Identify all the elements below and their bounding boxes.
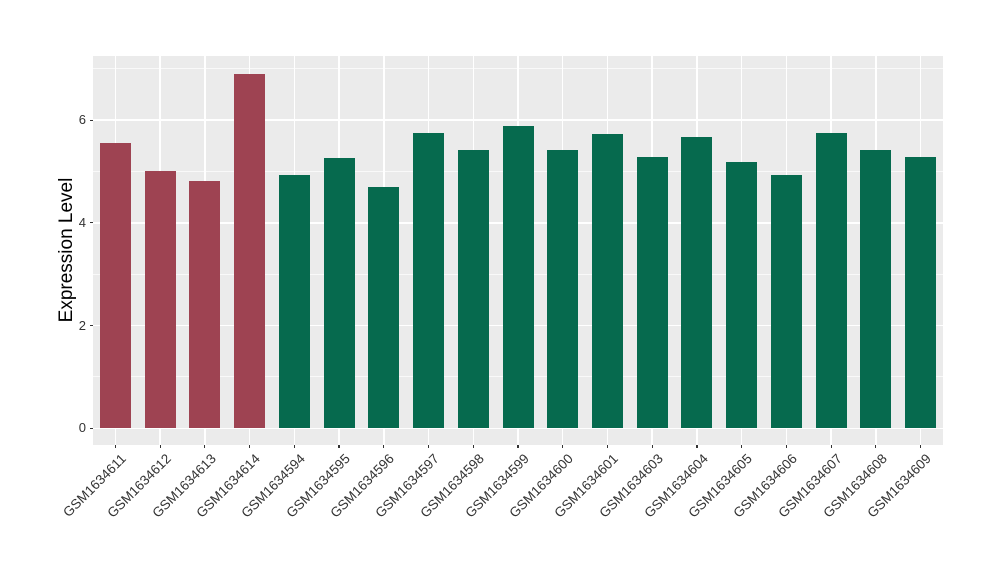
x-tick-mark-GSM1634608	[875, 445, 877, 448]
bar-GSM1634605	[726, 162, 758, 429]
bar-GSM1634597	[413, 132, 445, 429]
bar-GSM1634598	[457, 150, 489, 429]
x-tick-mark-GSM1634611	[114, 445, 116, 448]
x-tick-mark-GSM1634597	[427, 445, 430, 448]
minor-gridline-y7	[93, 68, 943, 70]
major-gridline-y0	[93, 427, 943, 430]
bar-GSM1634614	[234, 74, 266, 429]
bar-GSM1634603	[636, 157, 668, 429]
bar-GSM1634596	[368, 186, 400, 429]
x-tick-mark-GSM1634605	[741, 445, 743, 448]
bar-GSM1634599	[502, 125, 534, 429]
plot-panel	[93, 56, 943, 445]
x-tick-mark-GSM1634601	[606, 445, 609, 448]
bar-GSM1634604	[681, 137, 713, 429]
bar-GSM1634612	[144, 171, 176, 429]
y-tick-mark-0	[90, 427, 93, 429]
x-tick-mark-GSM1634606	[785, 445, 787, 448]
x-tick-mark-GSM1634599	[517, 445, 519, 448]
major-gridline-y6	[93, 119, 943, 121]
y-tick-label-0: 0	[78, 420, 86, 436]
bar-GSM1634594	[278, 175, 310, 429]
y-axis-title: Expression Level	[56, 177, 77, 323]
bar-GSM1634601	[591, 133, 623, 429]
bar-GSM1634608	[860, 150, 892, 429]
y-tick-mark-6	[90, 119, 93, 121]
x-tick-mark-GSM1634603	[651, 445, 653, 448]
y-tick-mark-2	[90, 325, 93, 327]
y-tick-label-2: 2	[78, 317, 86, 333]
bar-GSM1634606	[770, 175, 802, 429]
y-tick-mark-4	[90, 222, 93, 224]
x-tick-mark-GSM1634598	[472, 445, 474, 448]
bar-GSM1634611	[99, 143, 131, 429]
x-tick-mark-GSM1634595	[338, 445, 340, 448]
bar-GSM1634607	[815, 132, 847, 429]
x-tick-mark-GSM1634600	[562, 445, 564, 448]
bar-GSM1634609	[905, 157, 937, 429]
bar-GSM1634600	[547, 150, 579, 429]
x-tick-mark-GSM1634612	[159, 445, 161, 448]
bar-GSM1634595	[323, 157, 355, 429]
x-tick-mark-GSM1634609	[920, 445, 922, 448]
y-tick-label-4: 4	[78, 214, 86, 230]
y-tick-label-6: 6	[78, 112, 86, 128]
x-tick-mark-GSM1634596	[383, 445, 385, 448]
x-tick-mark-GSM1634613	[204, 445, 206, 448]
x-tick-mark-GSM1634594	[293, 445, 295, 448]
x-tick-mark-GSM1634604	[696, 445, 698, 448]
bar-GSM1634613	[189, 180, 221, 429]
x-tick-mark-GSM1634614	[248, 445, 251, 448]
x-tick-mark-GSM1634607	[830, 445, 832, 448]
